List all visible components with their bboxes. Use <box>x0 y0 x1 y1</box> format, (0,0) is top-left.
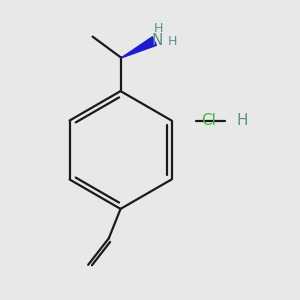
Text: Cl: Cl <box>202 113 216 128</box>
Text: H: H <box>167 35 177 48</box>
Polygon shape <box>121 37 156 58</box>
Text: H: H <box>154 22 163 34</box>
Text: N: N <box>151 33 163 48</box>
Text: H: H <box>237 113 248 128</box>
